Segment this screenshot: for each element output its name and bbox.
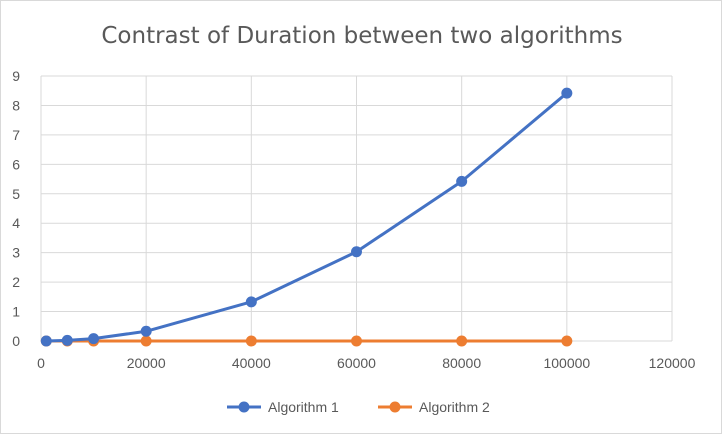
x-tick-label: 40000 [232, 355, 271, 371]
legend-swatch-marker [238, 401, 250, 413]
y-tick-label: 1 [12, 304, 20, 320]
legend-item-algorithm-1: Algorithm 1 [227, 399, 339, 415]
algorithm-1-point [40, 335, 52, 347]
algorithm-2-point [140, 335, 152, 347]
gridlines [41, 75, 673, 341]
y-tick-label: 2 [12, 274, 20, 290]
algorithm-1-point [88, 333, 100, 345]
algorithm-1-point [61, 334, 73, 346]
x-tick-label: 0 [37, 355, 45, 371]
legend-swatch-marker [389, 401, 401, 413]
legend: Algorithm 1 Algorithm 2 [227, 399, 490, 415]
chart-title: Contrast of Duration between two algorit… [101, 23, 622, 49]
y-tick-label: 0 [12, 333, 20, 349]
legend-label: Algorithm 1 [268, 399, 339, 415]
x-tick-label: 80000 [442, 355, 481, 371]
algorithm-1-point [245, 296, 257, 308]
algorithm-2-point [456, 335, 468, 347]
algorithm-1-point [140, 325, 152, 337]
y-tick-label: 6 [12, 156, 20, 172]
algorithm-1-point [351, 246, 362, 258]
algorithm-2-point [561, 335, 573, 347]
legend-item-algorithm-2: Algorithm 2 [378, 399, 490, 415]
legend-label: Algorithm 2 [419, 399, 490, 415]
algorithm-1-point [561, 87, 573, 99]
y-tick-label: 3 [12, 245, 20, 261]
algorithm-1-line [44, 91, 569, 343]
x-tick-label: 60000 [337, 355, 376, 371]
x-tick-label: 20000 [127, 355, 166, 371]
x-tick-label: 100000 [543, 355, 590, 371]
y-tick-label: 5 [12, 186, 20, 202]
algorithm-1-point [456, 175, 468, 187]
axes: 0 1 2 3 4 5 6 7 8 9 0 20000 40000 60000 80000 100000 120… [12, 68, 695, 371]
algorithm-2-point [351, 335, 362, 347]
algorithm-2-point [245, 335, 257, 347]
y-tick-label: 7 [12, 127, 20, 143]
x-tick-label: 120000 [649, 355, 696, 371]
y-tick-label: 4 [12, 215, 20, 231]
y-tick-label: 9 [12, 68, 20, 84]
series-group [40, 87, 573, 347]
y-tick-label: 8 [12, 97, 20, 113]
